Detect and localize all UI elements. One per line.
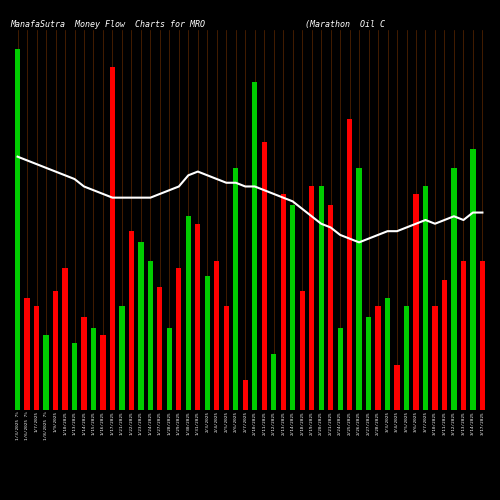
Bar — [262, 142, 267, 410]
Bar — [300, 291, 305, 410]
Bar — [328, 205, 333, 410]
Bar — [24, 298, 29, 410]
Bar — [72, 343, 77, 410]
Bar — [224, 306, 229, 410]
Bar — [423, 186, 428, 410]
Bar — [214, 261, 220, 410]
Bar — [34, 306, 39, 410]
Bar — [366, 317, 371, 410]
Bar — [318, 186, 324, 410]
Bar — [470, 149, 476, 410]
Bar — [271, 354, 276, 410]
Bar — [158, 287, 162, 410]
Bar — [404, 306, 409, 410]
Bar — [356, 168, 362, 410]
Bar — [186, 216, 191, 410]
Text: ManafaSutra  Money Flow  Charts for MRO                    (Marathon  Oil C: ManafaSutra Money Flow Charts for MRO (M… — [10, 20, 385, 29]
Bar — [442, 280, 447, 410]
Bar — [148, 261, 153, 410]
Bar — [394, 366, 400, 410]
Bar — [309, 186, 314, 410]
Bar — [432, 306, 438, 410]
Bar — [100, 336, 105, 410]
Bar — [338, 328, 342, 410]
Bar — [414, 194, 418, 410]
Bar — [233, 168, 238, 410]
Bar — [15, 48, 20, 410]
Bar — [44, 336, 49, 410]
Bar — [280, 194, 286, 410]
Bar — [452, 168, 456, 410]
Bar — [347, 120, 352, 410]
Bar — [204, 276, 210, 410]
Bar — [53, 291, 58, 410]
Bar — [195, 224, 200, 410]
Bar — [129, 231, 134, 410]
Bar — [242, 380, 248, 410]
Bar — [376, 306, 380, 410]
Bar — [110, 68, 115, 410]
Bar — [62, 268, 68, 410]
Bar — [176, 268, 182, 410]
Bar — [138, 242, 143, 410]
Bar — [461, 261, 466, 410]
Bar — [480, 261, 485, 410]
Bar — [82, 317, 86, 410]
Bar — [290, 205, 296, 410]
Bar — [120, 306, 124, 410]
Bar — [385, 298, 390, 410]
Bar — [252, 82, 258, 410]
Bar — [167, 328, 172, 410]
Bar — [91, 328, 96, 410]
